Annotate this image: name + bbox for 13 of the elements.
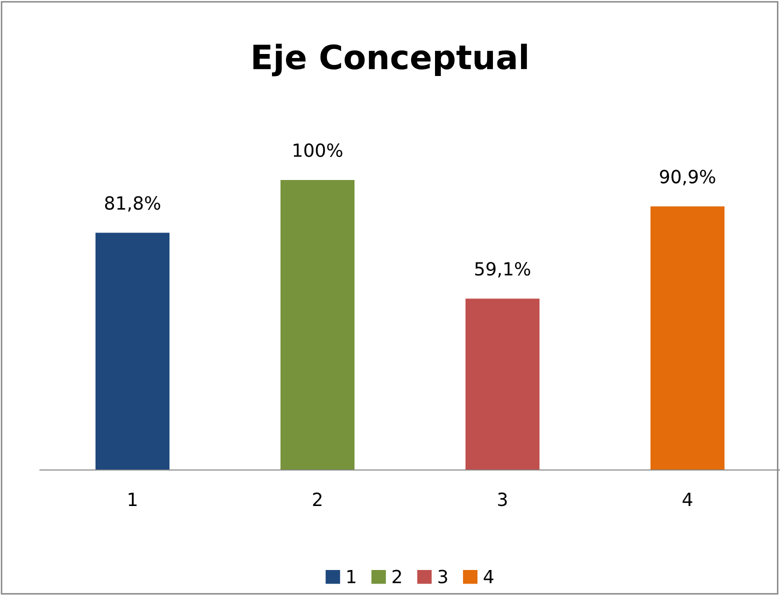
legend-label: 1 [347,570,356,584]
legend-label: 4 [484,570,494,584]
data-label: 90,9% [660,170,716,186]
legend-label: 3 [438,570,448,584]
data-label: 59,1% [475,262,530,278]
chart-title: Eje Conceptual [253,44,527,76]
x-tick-label: 1 [128,492,137,506]
x-tick-label: 2 [313,492,322,506]
x-tick-label: 3 [498,492,507,506]
legend-label: 2 [392,570,401,584]
data-label: 81,8% [105,196,160,212]
x-tick-label: 4 [682,492,692,506]
data-label: 100% [294,143,342,158]
